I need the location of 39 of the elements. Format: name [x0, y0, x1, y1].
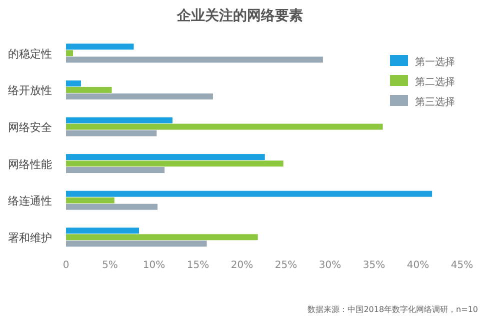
x-tick-label: 0 — [62, 260, 70, 271]
bar — [66, 80, 81, 86]
bar — [66, 204, 158, 210]
x-tick-label: 25% — [274, 260, 298, 271]
bar — [66, 124, 383, 130]
bar — [66, 56, 323, 63]
x-tick-label: 40% — [406, 260, 430, 271]
bar — [66, 240, 207, 247]
x-tick-label: 30% — [318, 260, 342, 271]
bar — [66, 93, 213, 100]
bar — [66, 50, 74, 56]
bar — [66, 190, 432, 197]
y-tick-label: 网络性能 — [8, 158, 52, 171]
source-note: 数据来源：中国2018年数字化网络调研，n=10 — [308, 305, 478, 314]
y-tick-label: 网络安全 — [8, 121, 52, 134]
bar — [66, 130, 157, 136]
bar — [66, 167, 165, 174]
bar — [66, 160, 284, 167]
legend-label: 第三选择 — [415, 96, 455, 108]
y-tick-label: 署和维护 — [8, 231, 52, 244]
legend-label: 第二选择 — [415, 76, 455, 88]
y-tick-label: 的稳定性 — [8, 47, 52, 60]
x-tick-label: 15% — [186, 260, 210, 271]
bar — [66, 44, 134, 50]
y-tick-label: 络连通性 — [8, 194, 52, 208]
chart-title: 企业关注的网络要素 — [176, 7, 303, 24]
bar — [66, 117, 172, 124]
y-tick-label: 络开放性 — [8, 84, 52, 98]
bar — [66, 154, 265, 160]
legend-label: 第一选择 — [415, 56, 455, 68]
bar — [66, 234, 258, 240]
bar — [66, 86, 112, 93]
x-tick-label: 5% — [102, 260, 118, 271]
x-tick-label: 45% — [450, 260, 474, 271]
x-tick-label: 10% — [142, 260, 166, 271]
bar — [66, 228, 140, 234]
x-tick-label: 35% — [362, 260, 386, 271]
bar — [66, 197, 114, 204]
x-tick-label: 20% — [230, 260, 254, 271]
